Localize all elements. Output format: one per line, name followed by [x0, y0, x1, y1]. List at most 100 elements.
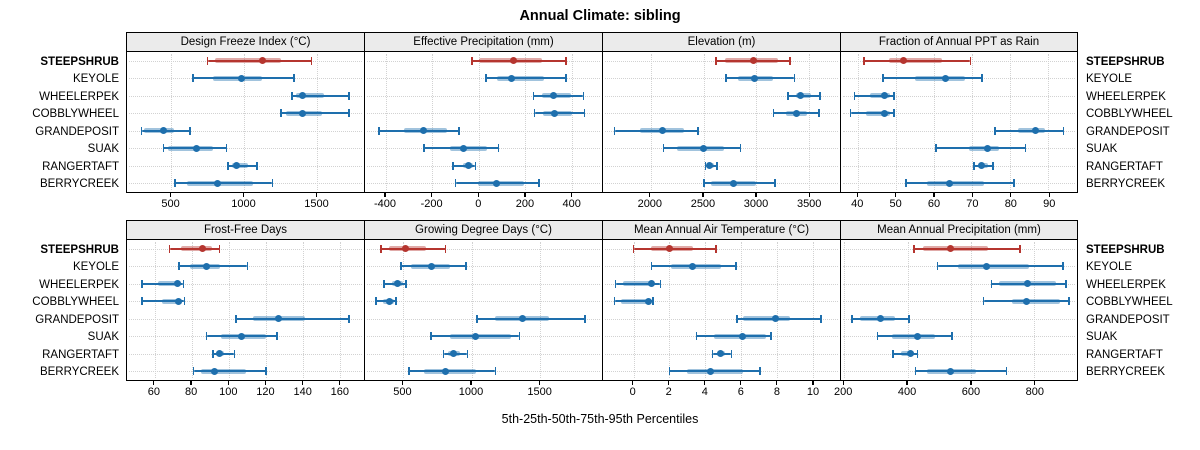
- median-dot: [881, 92, 889, 100]
- whisker-cap: [936, 262, 939, 271]
- vertical-gridline: [844, 242, 846, 378]
- vertical-gridline: [972, 54, 974, 190]
- median-dot: [402, 245, 410, 253]
- horizontal-gridline: [367, 301, 600, 303]
- whisker-cap: [465, 262, 467, 271]
- site-label: BERRYCREEK: [39, 178, 119, 191]
- site-label: BERRYCREEK: [1086, 178, 1166, 191]
- whisker-cap: [724, 74, 727, 83]
- axis-tick: [702, 193, 704, 197]
- axis-tick-label: 2000: [637, 198, 663, 210]
- whisker-line: [174, 182, 273, 185]
- whisker-line: [696, 335, 771, 338]
- median-dot: [175, 297, 183, 305]
- axis-tick-label: 3000: [743, 198, 769, 210]
- whisker-cap: [227, 161, 229, 170]
- axis-tick-label: 8: [773, 386, 780, 398]
- whisker-cap: [659, 279, 662, 288]
- panel-plot-area: [603, 240, 840, 380]
- whisker-cap: [893, 109, 896, 118]
- median-dot: [213, 179, 221, 187]
- axis-tick-label: 6: [737, 386, 744, 398]
- median-dot: [738, 332, 746, 340]
- whisker-line: [669, 370, 761, 373]
- site-label: RANGERTAFT: [1086, 348, 1163, 361]
- axis-tick: [431, 193, 433, 197]
- whisker-line: [936, 147, 1026, 150]
- panel-box: Effective Precipitation (mm): [364, 32, 602, 193]
- median-dot: [174, 280, 182, 288]
- whisker-cap: [908, 314, 910, 323]
- panel-strip-title: Fraction of Annual PPT as Rain: [841, 33, 1077, 52]
- vertical-gridline: [1010, 54, 1012, 190]
- whisker-cap: [256, 161, 258, 170]
- whisker-cap: [1068, 297, 1070, 306]
- whisker-cap: [291, 91, 293, 100]
- median-dot: [386, 297, 394, 305]
- whisker-line: [228, 164, 258, 167]
- median-dot: [298, 109, 306, 117]
- median-dot: [549, 92, 557, 100]
- axis-tick: [477, 193, 479, 197]
- panel: Mean Annual Air Temperature (°C) 0 2 4 6 8 10: [602, 220, 840, 405]
- whisker-cap: [454, 179, 457, 188]
- whisker-cap: [347, 109, 350, 118]
- axis-tick-label: 90: [1043, 198, 1056, 210]
- whisker-cap: [650, 262, 653, 271]
- median-dot: [797, 92, 805, 100]
- whisker-cap: [444, 244, 447, 253]
- horizontal-gridline: [367, 130, 600, 132]
- axis-tick-label: 200: [515, 198, 535, 210]
- axis-tick-label: 1500: [304, 198, 329, 210]
- axis-tick: [1048, 193, 1050, 197]
- horizontal-gridline: [843, 130, 1075, 132]
- axis-tick-label: 4: [701, 386, 708, 398]
- whisker-cap: [774, 179, 776, 188]
- whisker-cap: [452, 161, 455, 170]
- whisker-cap: [1013, 179, 1015, 188]
- horizontal-gridline: [605, 301, 838, 303]
- horizontal-gridline: [367, 353, 600, 355]
- whisker-cap: [1061, 262, 1064, 271]
- median-dot: [689, 262, 697, 270]
- panel-row-top: STEEPSHRUB KEYOLE WHEELERPEK COBBLYWHEEL GRA…: [0, 32, 1200, 217]
- panel: Effective Precipitation (mm) -400 -200 0 200…: [364, 32, 602, 217]
- whisker-line: [292, 94, 349, 97]
- whisker-line: [913, 247, 1020, 250]
- whisker-cap: [697, 126, 700, 135]
- whisker-cap: [981, 74, 983, 83]
- horizontal-gridline: [843, 336, 1075, 338]
- axis-tick-label: 0: [629, 386, 636, 398]
- axis-tick: [812, 381, 814, 385]
- panel-x-axis: -400 -200 0 200 400: [364, 193, 602, 217]
- horizontal-gridline: [843, 95, 1075, 97]
- vertical-gridline: [1034, 242, 1036, 378]
- horizontal-gridline: [129, 95, 362, 97]
- horizontal-gridline: [843, 283, 1075, 285]
- panel-x-axis: 500 1000 1500: [364, 381, 602, 405]
- median-dot: [238, 332, 246, 340]
- median-dot: [472, 332, 480, 340]
- median-dot: [717, 350, 725, 358]
- horizontal-gridline: [605, 318, 838, 320]
- whisker-cap: [233, 349, 236, 358]
- whisker-line: [485, 77, 566, 80]
- whisker-cap: [182, 279, 185, 288]
- median-dot: [983, 262, 991, 270]
- whisker-cap: [819, 91, 821, 100]
- whisker-cap: [565, 56, 567, 65]
- axis-tick-label: 140: [293, 386, 312, 398]
- axis-tick-label: 3500: [796, 198, 822, 210]
- axis-tick-label: 60: [927, 198, 941, 210]
- median-dot: [771, 315, 779, 323]
- whisker-cap: [787, 91, 789, 100]
- median-dot: [192, 144, 200, 152]
- axis-tick: [971, 193, 974, 197]
- whisker-cap: [668, 367, 671, 376]
- median-dot: [707, 367, 715, 375]
- figure-title: Annual Climate: sibling: [519, 8, 681, 24]
- vertical-gridline: [741, 242, 743, 378]
- whisker-cap: [739, 144, 742, 153]
- panel-box: Growing Degree Days (°C): [364, 220, 602, 381]
